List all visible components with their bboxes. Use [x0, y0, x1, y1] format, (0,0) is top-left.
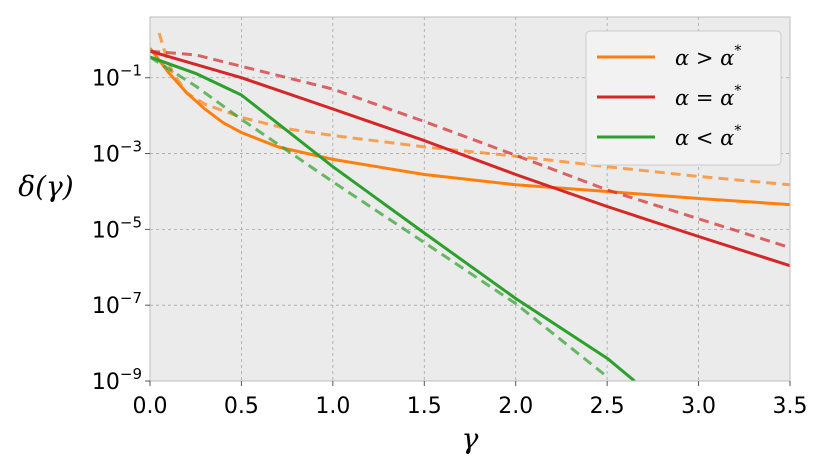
- x-tick-label: 3.5: [773, 394, 808, 419]
- x-tick-label: 2.5: [590, 394, 625, 419]
- series-line-2: [150, 49, 790, 268]
- x-axis-ticks: 0.0 0.5 1.0 1.5 2.0 2.5 3.0 3.5: [133, 381, 808, 419]
- legend-entry: α < α*: [675, 123, 741, 150]
- x-tick-label: 1.5: [407, 394, 442, 419]
- legend-entry: α > α*: [675, 43, 741, 70]
- legend-entry: α = α*: [675, 83, 741, 110]
- y-axis-label: δ(γ): [18, 170, 73, 203]
- y-tick-label: 10−9: [92, 365, 142, 395]
- series-line-5: [150, 55, 609, 378]
- y-tick-label: 10−3: [92, 138, 142, 168]
- plot-frame: [149, 16, 791, 382]
- y-tick-label: 10−1: [92, 62, 142, 92]
- legend-box: [585, 30, 782, 166]
- x-tick-label: 0.5: [224, 394, 259, 419]
- y-axis-ticks: 10−1 10−3 10−5 10−7 10−9: [92, 62, 150, 395]
- y-tick-label: 10−7: [92, 289, 142, 319]
- x-tick-label: 1.0: [315, 394, 350, 419]
- x-tick-label: 3.0: [681, 394, 716, 419]
- x-tick-label: 2.0: [498, 394, 533, 419]
- series-lines: [150, 32, 790, 381]
- series-line-4: [150, 55, 636, 381]
- legend: α > α* α = α* α < α*: [585, 30, 782, 166]
- y-tick-label: 10−5: [92, 213, 142, 243]
- x-tick-label: 0.0: [133, 394, 168, 419]
- x-axis-label: γ: [462, 422, 479, 455]
